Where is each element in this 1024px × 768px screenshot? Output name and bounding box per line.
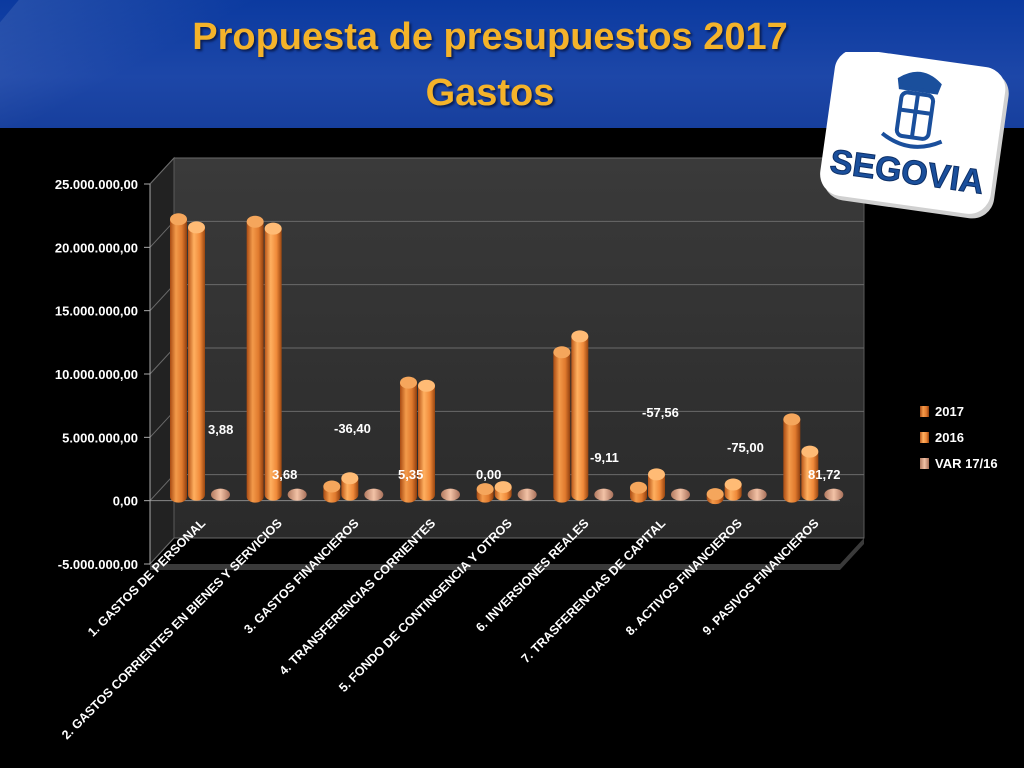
y-tick-label: 15.000.000,00 [55,304,138,319]
bar-2017-top [783,413,801,426]
data-label: 3,68 [272,467,297,482]
legend-label: 2016 [935,430,964,445]
bar-2016 [341,478,359,501]
category-label: 5. FONDO DE CONTINGENCIA Y OTROS [336,516,515,695]
bar-var [594,488,614,501]
data-label: 5,35 [398,467,423,482]
bars [170,213,844,505]
bar-var [671,488,690,501]
floor-slab [150,538,864,570]
bar-2017-top [476,483,494,496]
bar-var [211,488,230,501]
bar-2017 [170,219,187,503]
bar-2017-top [400,376,417,389]
bar-var [747,488,767,501]
bar-2016-top [648,468,665,481]
gridline [149,157,864,185]
bar-2017 [553,352,571,503]
bar-2016-top [341,472,359,485]
bar-2017-top [170,213,187,226]
gridline [149,537,864,565]
data-label: -9,11 [590,450,619,465]
bar-2017-top [323,480,341,493]
bar-2016-top [264,222,282,235]
data-label: 81,72 [808,467,841,482]
bar-2016 [571,336,589,501]
y-axis: 25.000.000,00 20.000.000,00 15.000.000,00 1… [55,177,151,572]
bar-2017-top [246,215,264,228]
bar-2016 [188,227,205,501]
y-tick-label: 20.000.000,00 [55,240,138,255]
bar-2017-top [553,346,571,359]
data-label: -75,00 [727,440,764,455]
legend-swatch [920,458,929,469]
bar-2016 [648,474,665,501]
segovia-crest-icon [880,71,943,149]
bar-2016-top [494,481,512,494]
bar-2016-top [418,379,435,392]
bar-2016-top [571,330,589,343]
bar-2016-top [724,478,742,491]
data-label: 3,88 [208,422,233,437]
bar-var [517,488,537,501]
legend: 2017 2016 VAR 17/16 [920,404,998,471]
bar-2016 [264,228,282,501]
y-tick-label: 10.000.000,00 [55,367,138,382]
slide-title: Propuesta de presupuestos 2017 [192,16,788,58]
y-tick-label: 25.000.000,00 [55,177,138,192]
legend-swatch [920,432,929,443]
legend-swatch [920,406,929,417]
bar-2017 [246,221,264,503]
y-tick-label: 5.000.000,00 [62,430,138,445]
category-label: 4. TRANSFERENCIAS CORRIENTES [277,516,439,678]
bar-2016-top [188,221,205,234]
segovia-logo: SEGOVIA [820,52,1009,219]
bar-2017-top [630,481,647,494]
slide-subtitle: Gastos [425,72,555,114]
y-tick-label: -5.000.000,00 [58,557,138,572]
bar-var [364,488,384,501]
bar-2017 [783,419,801,503]
data-label: -36,40 [334,421,371,436]
bar-2017 [400,382,417,503]
bar-var [824,488,844,501]
bar-2016 [418,385,435,501]
bar-2016 [801,451,819,501]
legend-label: 2017 [935,404,964,419]
bar-var [287,488,307,501]
y-tick-label: 0,00 [113,494,138,509]
bar-var [441,488,460,501]
budget-bar-chart: 25.000.000,00 20.000.000,00 15.000.000,00 1… [55,156,998,742]
data-label: 0,00 [476,467,501,482]
data-label: -57,56 [642,405,679,420]
legend-label: VAR 17/16 [935,456,998,471]
bar-2017-top [706,488,724,501]
data-labels: 3,88 3,68 -36,40 5,35 0,00 -9,11 -57,56 -75,00 8… [208,405,841,482]
bar-2016-top [801,445,819,458]
